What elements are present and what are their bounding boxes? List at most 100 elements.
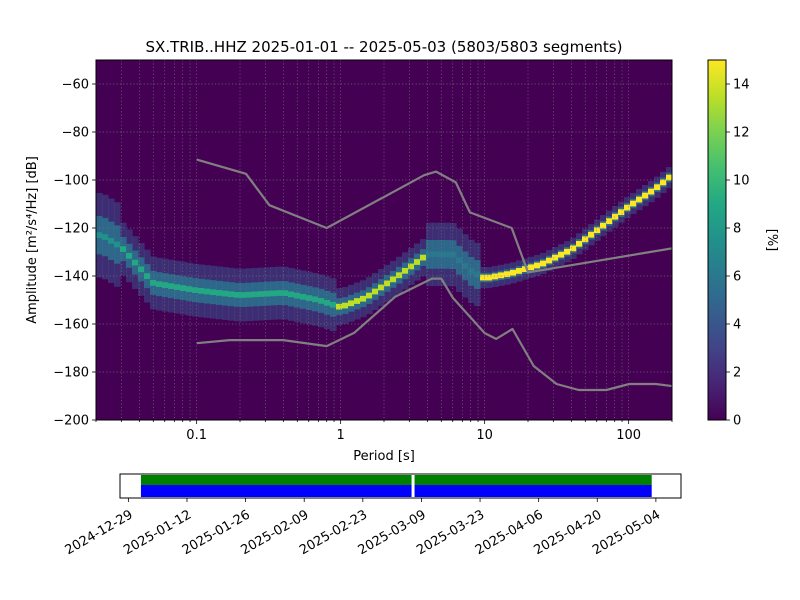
- density-peak: [180, 285, 187, 292]
- colorbar-tick-label: 10: [733, 174, 750, 189]
- density-peak: [666, 174, 672, 181]
- density-peak: [168, 283, 175, 290]
- coverage-gap: [411, 475, 415, 497]
- noise-model-nlnm: [196, 277, 672, 392]
- y-tick-label: −80: [62, 126, 89, 141]
- density-peak: [96, 232, 103, 239]
- density-peak: [282, 290, 289, 297]
- density-peak: [600, 222, 607, 229]
- density-peak: [276, 290, 283, 296]
- density-peak: [576, 240, 583, 247]
- density-peak: [534, 262, 541, 269]
- density-peak: [606, 218, 613, 225]
- density-peak: [222, 290, 229, 297]
- density-peak: [654, 184, 661, 191]
- density-peak: [366, 292, 373, 299]
- y-axis-label: Amplitude [m²/s⁴/Hz] [dB]: [25, 156, 40, 324]
- density-peak: [432, 251, 439, 258]
- density-peak: [648, 188, 655, 195]
- density-peak: [378, 284, 385, 291]
- density-peak: [486, 274, 493, 281]
- ppsd-plot: 0.1 1 10 100 −60 −80 −100 −120 −140 −160 −180 −200: [53, 59, 673, 443]
- density-peak: [324, 299, 331, 306]
- density-peak: [120, 246, 127, 252]
- density-peak: [492, 273, 499, 280]
- density-peak: [498, 272, 505, 279]
- density-peak: [210, 289, 217, 296]
- noise-model-layer: [196, 158, 672, 392]
- density-peak: [582, 236, 589, 243]
- x-axis-label: Period [s]: [353, 449, 415, 464]
- density-peak: [372, 288, 379, 295]
- density-peak: [354, 298, 361, 304]
- x-axis: 0.1 1 10 100: [95, 420, 673, 443]
- timeline-date-ticks: 2024-12-292025-01-122025-01-262025-02-09…: [63, 498, 663, 558]
- colorbar-label: [%]: [764, 229, 779, 252]
- density-peak: [660, 179, 667, 186]
- density-peak: [408, 263, 415, 270]
- density-peak: [264, 290, 271, 297]
- density-peak: [636, 196, 643, 203]
- density-peak: [612, 213, 619, 220]
- density-peak: [618, 209, 625, 216]
- chart-title: SX.TRIB..HHZ 2025-01-01 -- 2025-05-03 (5…: [146, 38, 623, 56]
- density-peak: [342, 302, 349, 309]
- timeline-frame: [119, 473, 682, 499]
- x-tick-label: 100: [616, 428, 641, 443]
- coverage-available-bar: [140, 485, 652, 497]
- density-peak: [564, 248, 571, 255]
- density-peak: [390, 276, 397, 283]
- density-peak: [468, 268, 475, 275]
- density-peak: [192, 287, 199, 294]
- colorbar: 0 2 4 6 8 10 12 14 [%]: [707, 59, 779, 429]
- density-peak: [102, 234, 109, 240]
- colorbar-tick-label: 14: [733, 78, 750, 93]
- density-peak: [444, 251, 451, 258]
- coverage-used-bar: [140, 475, 652, 485]
- colorbar-tick-label: 6: [733, 270, 741, 285]
- density-peak: [114, 241, 121, 248]
- density-peak: [510, 269, 517, 276]
- density-peak: [252, 291, 259, 298]
- density-peak: [450, 251, 457, 258]
- density-peak: [420, 254, 427, 261]
- y-tick-label: −200: [53, 414, 89, 429]
- noise-model-nhnm: [196, 158, 672, 274]
- colorbar-tick-label: 12: [733, 126, 750, 141]
- grid-lines: [96, 60, 672, 420]
- density-peak: [330, 301, 337, 308]
- density-peak: [186, 286, 193, 293]
- y-tick-label: −60: [62, 78, 89, 93]
- density-peak: [270, 290, 277, 297]
- density-peak: [516, 268, 523, 274]
- colorbar-tick-label: 0: [733, 414, 741, 429]
- density-peak: [348, 300, 355, 307]
- colorbar-ticks: 0 2 4 6 8 10 12 14: [726, 78, 750, 429]
- density-peak: [126, 252, 133, 259]
- density-peak: [588, 231, 595, 238]
- density-peak: [246, 291, 253, 298]
- y-tick-label: −100: [53, 174, 89, 189]
- density-peak: [162, 282, 169, 289]
- colorbar-tick-label: 2: [733, 366, 741, 381]
- x-tick-label: 0.1: [186, 428, 207, 443]
- density-peak: [426, 251, 433, 258]
- y-tick-label: −120: [53, 222, 89, 237]
- y-tick-label: −180: [53, 366, 89, 381]
- density-peak: [312, 296, 319, 303]
- density-peak: [234, 291, 241, 298]
- density-peak: [552, 254, 559, 261]
- density-peak: [474, 271, 481, 278]
- density-peak: [528, 264, 535, 271]
- density-peak: [318, 297, 325, 304]
- density-peak: [540, 260, 547, 267]
- density-peak: [480, 274, 487, 281]
- colorbar-tick-label: 8: [733, 222, 741, 237]
- x-tick-label: 1: [337, 428, 345, 443]
- density-peak: [198, 288, 205, 294]
- density-peak: [204, 288, 211, 295]
- density-peak: [570, 245, 577, 252]
- density-peak: [504, 271, 511, 278]
- colorbar-tick-label: 4: [733, 318, 741, 333]
